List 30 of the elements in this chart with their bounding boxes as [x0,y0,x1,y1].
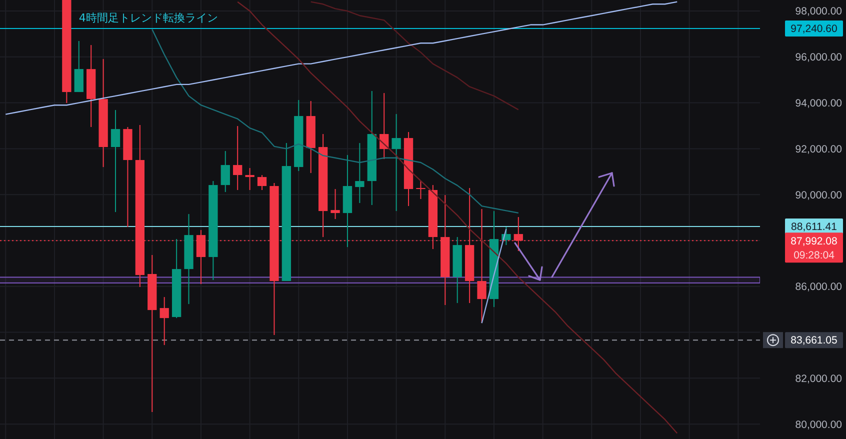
y-tick-label: 90,000.00 [795,189,842,202]
ref-line-label: 97,240.60 [790,23,838,36]
text: 09:28:04 [794,249,835,262]
candlestick [245,168,254,191]
candlestick [220,150,230,193]
line-series [5,1,678,115]
candlestick [392,114,401,212]
candlestick [502,226,511,246]
y-tick-label: 82,000.00 [795,372,842,385]
y-tick-label: 98,000.00 [795,6,842,18]
annotation: 4時間足トレンド転換ライン [78,11,218,24]
line-series [152,28,519,214]
candlestick [416,180,426,200]
ref-line-label: 87,992.08 [790,235,838,248]
y-tick-label: 80,000.00 [795,418,842,431]
candlestick [233,126,242,191]
y-tick-label: 94,000.00 [795,97,842,110]
candlestick [330,188,340,220]
line-series [310,1,519,110]
y-tick-label: 96,000.00 [795,52,842,64]
y-tick-label: 86,000.00 [795,281,842,294]
ref-line-label: 88,611.41 [791,221,838,234]
candlestick [110,110,120,213]
y-tick-label: 92,000.00 [795,143,842,156]
candlestick [160,296,169,346]
ref-line-label: 83,661.05 [790,334,838,347]
line-series [237,1,678,434]
candlestick [74,40,84,93]
candlestick [355,142,364,204]
candlestick [257,174,267,191]
